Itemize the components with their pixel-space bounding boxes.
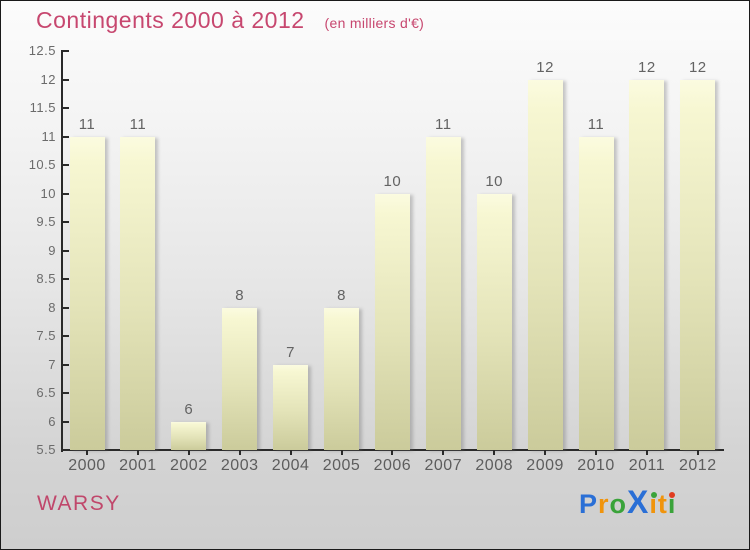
logo-letter-dot <box>669 492 676 498</box>
y-axis-tick-label: 11 <box>41 128 56 144</box>
y-axis-tick-label: 6 <box>48 413 56 429</box>
y-tick-mark <box>61 335 69 337</box>
bar-value-label: 12 <box>536 58 554 76</box>
brand-link-warsy[interactable]: WARSY <box>37 492 121 515</box>
y-tick-mark <box>61 135 69 138</box>
x-tick-mark <box>187 450 190 455</box>
bar <box>120 136 156 450</box>
x-tick-mark <box>544 450 547 455</box>
chart-title: Contingents 2000 à 2012 <box>36 7 305 33</box>
y-axis-tick-label: 11.5 <box>29 100 56 115</box>
x-tick-mark <box>289 450 292 455</box>
bar <box>69 136 105 450</box>
x-tick-mark <box>645 450 648 455</box>
x-axis-tick-label: 2010 <box>577 457 615 474</box>
logo-letter: r <box>598 489 610 519</box>
bar-value-label: 8 <box>337 286 346 304</box>
logo-letter-dot <box>650 492 657 498</box>
y-tick-mark <box>61 420 69 423</box>
y-axis-tick-label: 6.5 <box>36 385 56 400</box>
y-axis-tick-label: 10.5 <box>28 157 56 172</box>
bar <box>527 79 563 450</box>
x-tick-mark <box>238 450 241 455</box>
bar <box>374 193 410 450</box>
x-axis-tick-label: 2003 <box>220 457 259 474</box>
bar <box>273 364 309 450</box>
x-axis-tick-label: 2000 <box>68 457 106 474</box>
x-tick-mark <box>696 450 699 455</box>
bar-value-label: 11 <box>129 115 147 133</box>
y-axis-tick-label: 12 <box>40 71 56 87</box>
bar-value-label: 12 <box>638 58 656 76</box>
chart-header: Contingents 2000 à 2012 (en milliers d'€… <box>36 7 424 34</box>
bar-value-label: 10 <box>383 172 402 190</box>
x-tick-mark <box>595 450 597 455</box>
bar <box>171 421 207 450</box>
y-axis-tick-label: 7 <box>48 356 56 372</box>
bar <box>680 79 716 450</box>
logo-letter: X <box>627 484 650 520</box>
x-axis-tick-label: 2011 <box>628 457 666 474</box>
bar-value-label: 8 <box>235 286 245 304</box>
y-axis-tick-label: 12.5 <box>28 43 56 58</box>
y-tick-mark <box>61 50 69 52</box>
logo-letter: ı <box>667 489 677 519</box>
y-axis-tick-label: 9.5 <box>36 214 56 229</box>
y-tick-mark <box>61 449 69 451</box>
x-tick-mark <box>442 450 445 455</box>
logo-letter: ı <box>649 489 658 519</box>
bar-value-label: 11 <box>78 115 96 133</box>
y-tick-mark <box>61 221 69 223</box>
y-axis-tick-label: 7.5 <box>36 328 56 343</box>
x-axis-tick-label: 2006 <box>373 457 412 474</box>
x-axis-tick-label: 2002 <box>170 457 208 474</box>
y-tick-mark <box>61 278 69 280</box>
logo-letter: P <box>579 489 599 519</box>
x-axis-tick-label: 2008 <box>475 457 513 474</box>
y-tick-mark <box>61 78 69 81</box>
bar <box>629 79 665 450</box>
logo-letter: t <box>657 489 668 519</box>
x-tick-mark <box>340 450 343 455</box>
x-axis-tick-label: 2004 <box>271 457 310 474</box>
bar <box>425 136 461 450</box>
x-tick-mark <box>86 450 88 455</box>
x-axis-tick-label: 2012 <box>679 457 717 474</box>
x-tick-mark <box>493 450 496 455</box>
logo-letter: o <box>609 489 628 519</box>
bar <box>476 193 512 450</box>
x-axis-tick-label: 2001 <box>119 457 157 474</box>
bar <box>222 307 258 450</box>
bar-value-label: 11 <box>435 115 452 133</box>
bar-value-label: 7 <box>286 343 296 361</box>
x-tick-mark <box>391 450 394 455</box>
x-axis-tick-label: 2007 <box>424 457 463 474</box>
y-axis-tick-label: 8.5 <box>36 271 56 286</box>
bar <box>324 307 359 450</box>
bar-value-label: 12 <box>688 58 707 76</box>
x-tick-mark <box>136 450 139 455</box>
x-axis-tick-label: 2009 <box>526 457 564 474</box>
bar-value-label: 10 <box>485 172 504 190</box>
y-axis-tick-label: 9 <box>48 242 56 258</box>
y-axis-tick-label: 10 <box>40 185 56 201</box>
y-axis-tick-label: 8 <box>48 299 56 315</box>
y-tick-mark <box>61 107 69 109</box>
y-axis-tick-label: 5.5 <box>36 442 56 457</box>
y-tick-mark <box>61 192 69 195</box>
x-axis-tick-label: 2005 <box>322 457 361 474</box>
bar-value-label: 11 <box>587 115 605 133</box>
chart-subtitle: (en milliers d'€) <box>324 15 425 31</box>
bar <box>578 136 614 450</box>
y-tick-mark <box>61 164 69 166</box>
y-tick-mark <box>61 363 69 366</box>
y-tick-mark <box>61 392 69 394</box>
y-tick-mark <box>61 306 69 309</box>
y-tick-mark <box>61 249 69 252</box>
bar-value-label: 6 <box>184 400 194 418</box>
